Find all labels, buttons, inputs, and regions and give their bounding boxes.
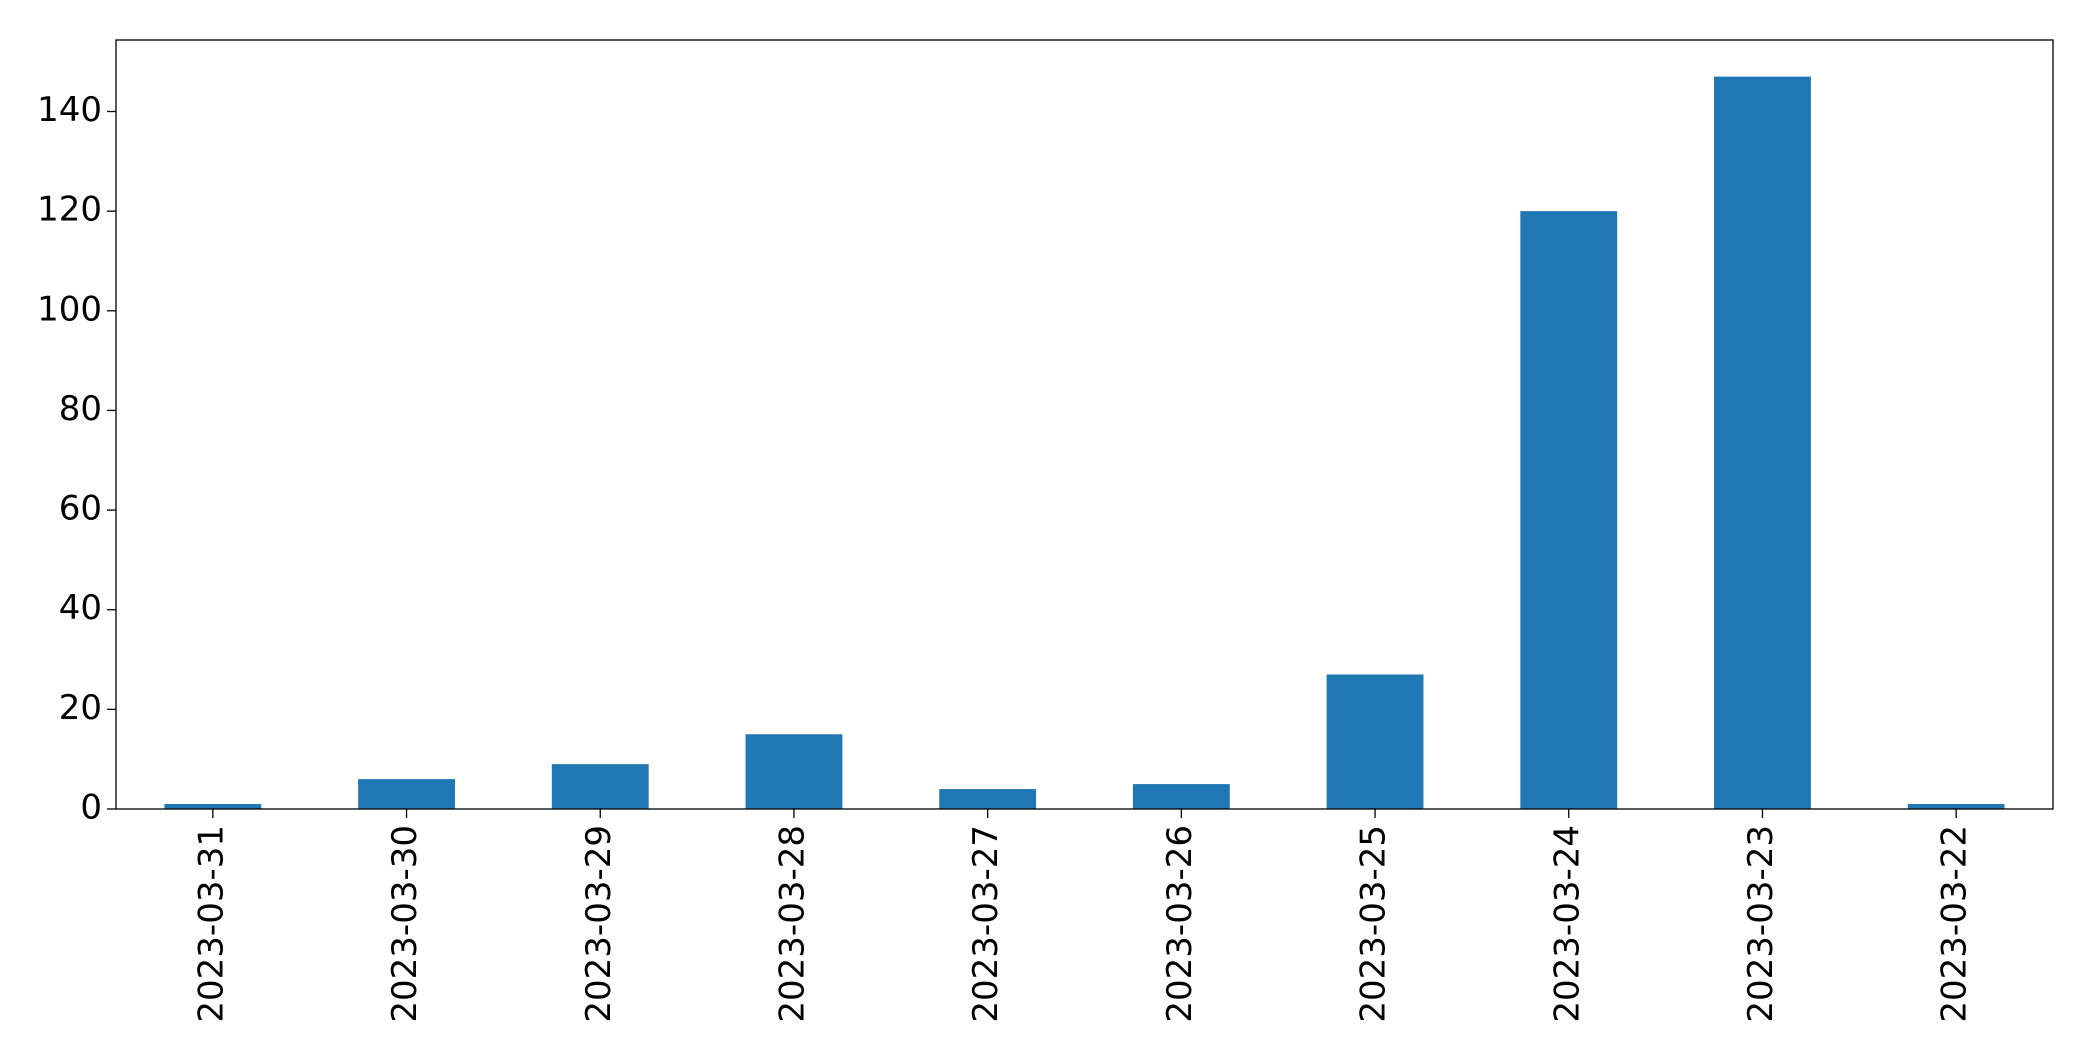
bar	[939, 789, 1037, 809]
bar	[1907, 804, 2005, 809]
bar	[164, 804, 262, 809]
y-tick-label: 80	[59, 389, 102, 429]
y-tick-label: 40	[59, 588, 102, 628]
bar	[745, 734, 843, 809]
y-tick-label: 120	[37, 190, 102, 230]
bar	[358, 779, 455, 809]
x-tick-label: 2023-03-23	[1741, 825, 1781, 1023]
x-tick-label: 2023-03-25	[1354, 825, 1394, 1023]
x-tick-label: 2023-03-29	[579, 825, 619, 1023]
x-tick-label: 2023-03-28	[772, 825, 812, 1023]
plot-frame	[115, 39, 2054, 810]
y-tick-label: 0	[80, 788, 102, 828]
bar	[1714, 76, 1811, 810]
y-tick-label: 60	[59, 489, 102, 529]
x-tick-label: 2023-03-26	[1160, 825, 1200, 1023]
x-tick-label: 2023-03-30	[385, 825, 425, 1023]
bar	[1520, 211, 1618, 809]
y-tick-label: 140	[37, 90, 102, 130]
x-tick-label: 2023-03-24	[1547, 825, 1587, 1023]
y-tick-label: 20	[59, 688, 102, 728]
bar	[1132, 784, 1230, 809]
bar	[551, 764, 649, 809]
bar	[1326, 674, 1424, 809]
x-tick-label: 2023-03-31	[191, 825, 231, 1023]
x-tick-label: 2023-03-22	[1935, 825, 1975, 1023]
x-tick-label: 2023-03-27	[966, 825, 1006, 1023]
y-tick-label: 100	[37, 289, 102, 329]
